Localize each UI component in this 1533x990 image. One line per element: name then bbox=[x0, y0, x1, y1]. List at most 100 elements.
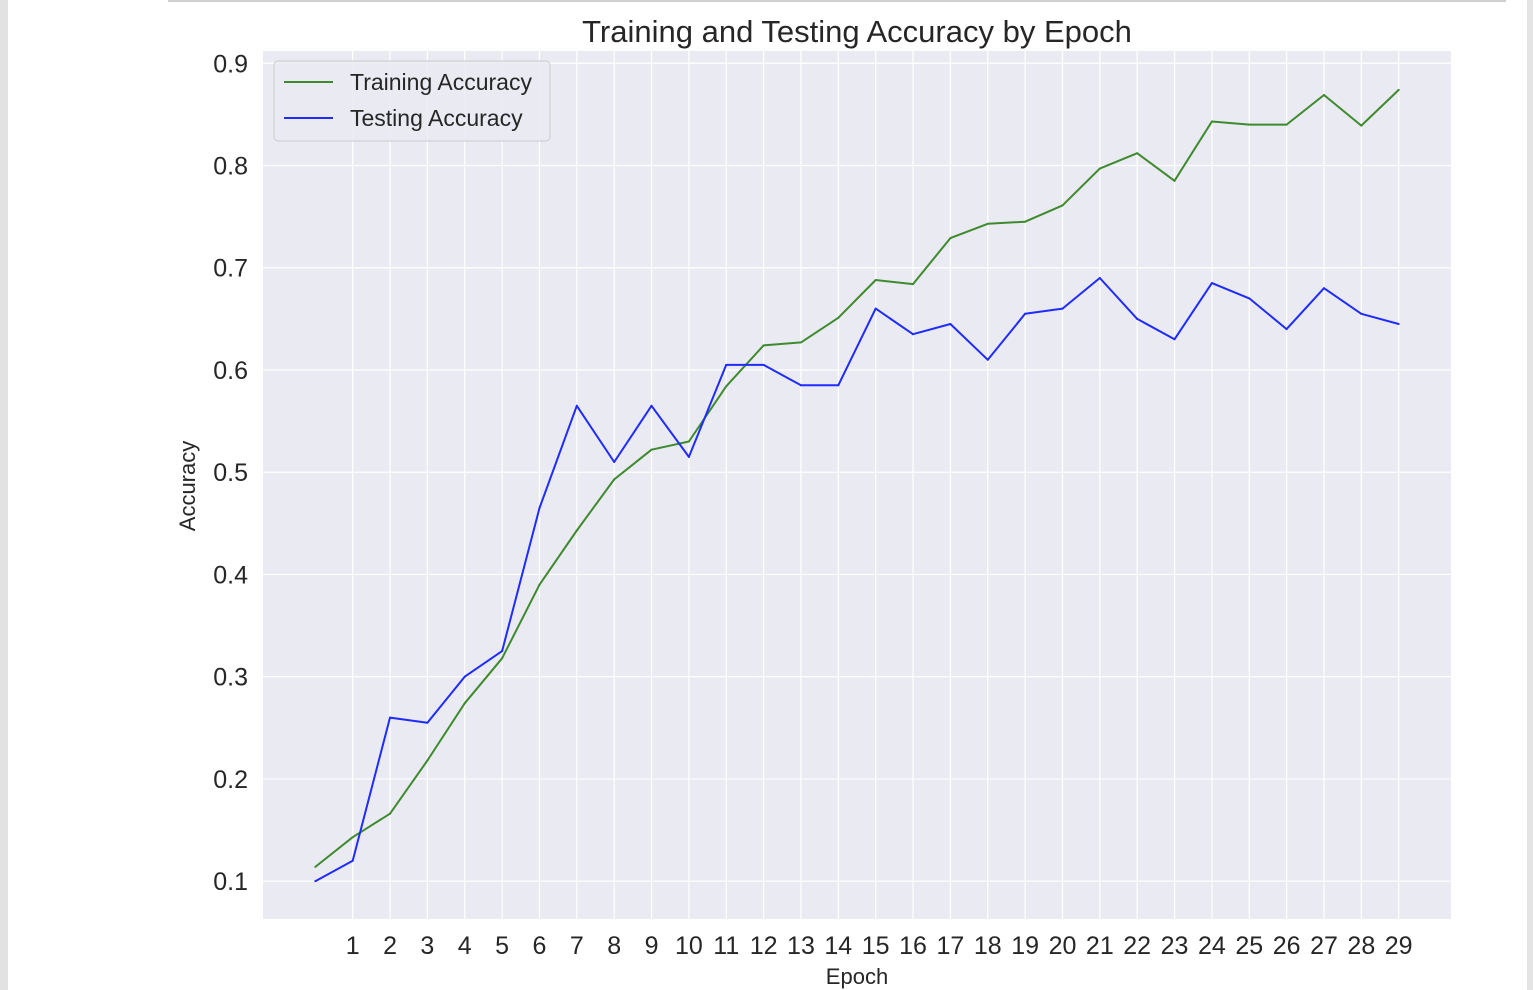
data-point-testing-accuracy bbox=[1397, 322, 1400, 325]
data-point-training-accuracy bbox=[725, 385, 728, 388]
data-point-testing-accuracy bbox=[1173, 338, 1176, 341]
data-point-training-accuracy bbox=[314, 865, 317, 868]
x-tick-label: 8 bbox=[607, 932, 621, 960]
y-tick-label: 0.3 bbox=[213, 664, 248, 692]
data-point-training-accuracy bbox=[426, 759, 429, 762]
data-point-training-accuracy bbox=[1136, 152, 1139, 155]
x-tick-label: 2 bbox=[383, 932, 397, 960]
x-tick-label: 3 bbox=[420, 932, 434, 960]
x-tick-label: 27 bbox=[1310, 932, 1338, 960]
data-point-testing-accuracy bbox=[1136, 317, 1139, 320]
data-point-training-accuracy bbox=[613, 478, 616, 481]
x-tick-label: 29 bbox=[1385, 932, 1413, 960]
data-point-testing-accuracy bbox=[949, 322, 952, 325]
x-tick-label: 24 bbox=[1198, 932, 1226, 960]
y-tick-label: 0.4 bbox=[213, 561, 248, 589]
x-tick-label: 17 bbox=[936, 932, 964, 960]
data-point-training-accuracy bbox=[1210, 120, 1213, 123]
x-tick-label: 23 bbox=[1161, 932, 1189, 960]
y-axis-label: Accuracy bbox=[175, 441, 200, 531]
legend-box bbox=[273, 60, 551, 142]
data-point-testing-accuracy bbox=[799, 384, 802, 387]
data-point-testing-accuracy bbox=[1098, 276, 1101, 279]
data-point-testing-accuracy bbox=[613, 460, 616, 463]
right-window-edge bbox=[1527, 0, 1533, 990]
data-point-training-accuracy bbox=[1285, 123, 1288, 126]
x-tick-label: 14 bbox=[824, 932, 852, 960]
data-point-training-accuracy bbox=[538, 583, 541, 586]
data-point-testing-accuracy bbox=[463, 675, 466, 678]
x-tick-label: 21 bbox=[1086, 932, 1114, 960]
x-axis-label: Epoch bbox=[826, 964, 888, 989]
data-point-training-accuracy bbox=[1024, 220, 1027, 223]
data-point-training-accuracy bbox=[351, 836, 354, 839]
y-tick-labels: 0.1 0.2 0.3 0.4 0.5 0.6 0.7 0.8 0.9 bbox=[213, 50, 248, 896]
data-point-training-accuracy bbox=[874, 279, 877, 282]
data-point-testing-accuracy bbox=[1322, 287, 1325, 290]
x-tick-label: 26 bbox=[1273, 932, 1301, 960]
x-tick-label: 9 bbox=[645, 932, 659, 960]
data-point-testing-accuracy bbox=[351, 859, 354, 862]
data-point-training-accuracy bbox=[1248, 123, 1251, 126]
y-tick-label: 0.9 bbox=[213, 50, 248, 78]
y-tick-label: 0.2 bbox=[213, 766, 248, 794]
data-point-testing-accuracy bbox=[501, 650, 504, 653]
data-point-testing-accuracy bbox=[837, 384, 840, 387]
x-tick-label: 10 bbox=[675, 932, 703, 960]
left-window-edge bbox=[0, 0, 8, 990]
x-tick-label: 18 bbox=[974, 932, 1002, 960]
data-point-training-accuracy bbox=[1360, 124, 1363, 127]
legend-label-testing: Testing Accuracy bbox=[350, 105, 523, 131]
data-point-testing-accuracy bbox=[1210, 282, 1213, 285]
data-point-testing-accuracy bbox=[426, 721, 429, 724]
data-point-testing-accuracy bbox=[874, 307, 877, 310]
grid-lines bbox=[263, 51, 1451, 919]
y-tick-label: 0.6 bbox=[213, 357, 248, 385]
x-tick-label: 7 bbox=[570, 932, 584, 960]
data-point-testing-accuracy bbox=[538, 507, 541, 510]
data-point-testing-accuracy bbox=[687, 455, 690, 458]
chart-title: Training and Testing Accuracy by Epoch bbox=[582, 14, 1132, 49]
data-point-testing-accuracy bbox=[762, 363, 765, 366]
data-point-testing-accuracy bbox=[1360, 312, 1363, 315]
x-tick-label: 28 bbox=[1347, 932, 1375, 960]
x-tick-label: 11 bbox=[713, 932, 739, 960]
data-point-training-accuracy bbox=[799, 341, 802, 344]
x-tick-labels: 1 2 3 4 5 6 7 8 9 10 11 12 13 14 15 16 17 18 19 20 21 22 23 24 2… bbox=[346, 932, 1413, 960]
y-tick-label: 0.7 bbox=[213, 255, 248, 283]
data-point-training-accuracy bbox=[575, 529, 578, 532]
y-tick-label: 0.1 bbox=[213, 868, 248, 896]
legend: Training Accuracy Testing Accuracy bbox=[273, 60, 551, 142]
data-point-testing-accuracy bbox=[389, 716, 392, 719]
x-tick-label: 22 bbox=[1123, 932, 1151, 960]
data-point-testing-accuracy bbox=[575, 404, 578, 407]
data-point-training-accuracy bbox=[762, 344, 765, 347]
data-point-training-accuracy bbox=[1098, 167, 1101, 170]
x-tick-label: 25 bbox=[1235, 932, 1263, 960]
data-point-testing-accuracy bbox=[986, 358, 989, 361]
x-tick-label: 6 bbox=[532, 932, 546, 960]
data-point-testing-accuracy bbox=[650, 404, 653, 407]
data-point-training-accuracy bbox=[1061, 204, 1064, 207]
data-point-training-accuracy bbox=[687, 440, 690, 443]
plot-area bbox=[263, 51, 1451, 919]
y-tick-label: 0.5 bbox=[213, 459, 248, 487]
data-point-training-accuracy bbox=[463, 702, 466, 705]
x-tick-label: 20 bbox=[1049, 932, 1077, 960]
series-line-training-accuracy bbox=[314, 89, 1400, 868]
data-point-training-accuracy bbox=[389, 812, 392, 815]
x-tick-label: 1 bbox=[346, 932, 360, 960]
data-point-training-accuracy bbox=[912, 283, 915, 286]
x-tick-label: 12 bbox=[750, 932, 778, 960]
series-line-testing-accuracy bbox=[314, 277, 1399, 883]
x-tick-label: 15 bbox=[862, 932, 890, 960]
data-point-testing-accuracy bbox=[314, 880, 317, 883]
x-tick-label: 4 bbox=[458, 932, 472, 960]
data-point-training-accuracy bbox=[1173, 179, 1176, 182]
data-point-training-accuracy bbox=[650, 448, 653, 451]
data-point-training-accuracy bbox=[501, 657, 504, 660]
data-point-training-accuracy bbox=[1322, 93, 1325, 96]
x-tick-label: 19 bbox=[1011, 932, 1039, 960]
data-point-training-accuracy bbox=[986, 222, 989, 225]
